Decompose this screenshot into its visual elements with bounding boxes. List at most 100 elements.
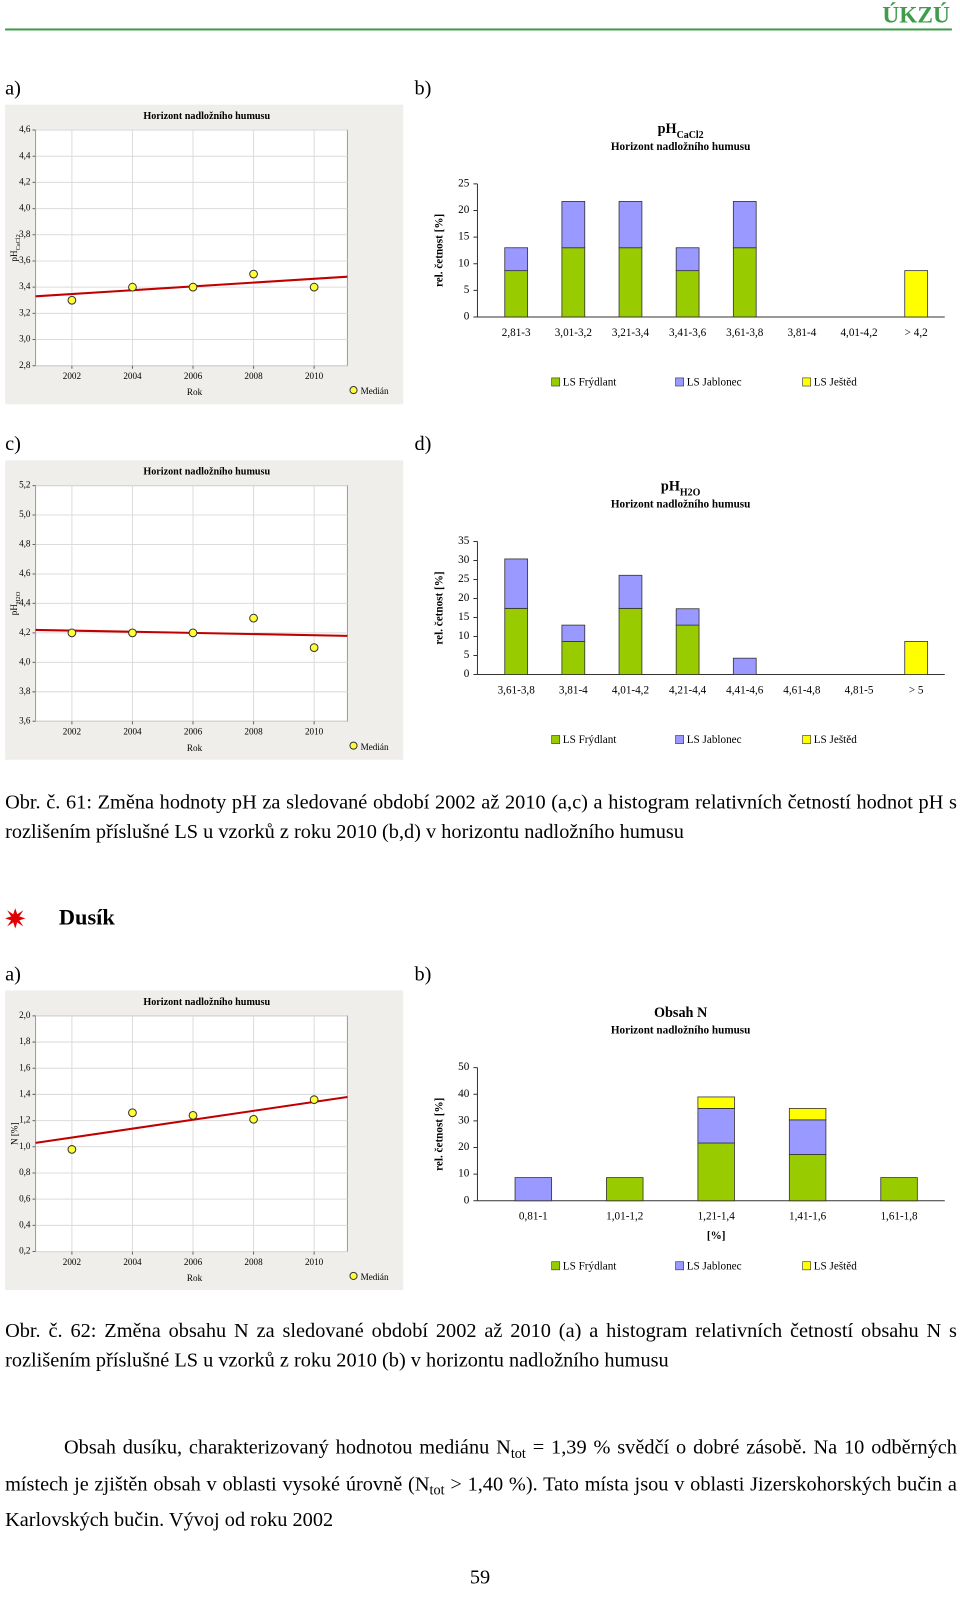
- bar-chart: 0 5 10 15 20 25 2,81-3 3,01-3,2 3,21-3,4 3,41-3,6…: [433, 121, 945, 389]
- y-tick-label: 10: [458, 630, 470, 642]
- bar-segment: [788, 1154, 827, 1202]
- bar-segment: [504, 247, 529, 272]
- legend-swatch: [675, 735, 684, 744]
- chart-title-part: H2O: [680, 487, 701, 498]
- legend-swatch: [551, 735, 561, 744]
- x-axis-label: Rok: [187, 387, 203, 397]
- body-paragraph: Obsah dusíku, charakterizovaný hodnotou …: [5, 1433, 957, 1534]
- point: [309, 643, 319, 652]
- bar-segment: [504, 607, 529, 675]
- y-tick-label: 10: [458, 1168, 470, 1180]
- legend-label: LS Jablonec: [687, 734, 742, 746]
- y-axis-label: rel. četnost [%]: [433, 214, 445, 287]
- y-tick-label: 50: [458, 1061, 470, 1073]
- x-tick-label: 1,01-1,2: [606, 1211, 643, 1223]
- paragraph-text: = 1,39 % svědčí o dobré zásobě. Na 10 od…: [5, 1436, 957, 1495]
- y-tick-label: 25: [458, 177, 470, 189]
- legend-label: LS Jablonec: [687, 1260, 742, 1272]
- point: [309, 282, 319, 292]
- bar-segment: [504, 558, 529, 609]
- y-tick-label: 4,4: [19, 598, 31, 608]
- legend-label: Medián: [361, 1272, 389, 1282]
- point: [128, 628, 137, 638]
- x-tick-label: 2010: [305, 1257, 324, 1267]
- y-tick-label: 4,0: [19, 656, 31, 666]
- x-tick-label: 1,61-1,8: [880, 1211, 918, 1223]
- y-tick-label: 4,4: [19, 150, 31, 160]
- x-tick-label: 3,01-3,2: [555, 327, 592, 339]
- legend-swatch: [802, 1261, 811, 1271]
- bar-segment: [618, 201, 643, 249]
- x-tick-label: 2006: [184, 727, 203, 737]
- x-tick-label: 4,01-4,2: [612, 684, 649, 696]
- y-tick-label: 3,8: [19, 229, 31, 239]
- legend-label: Medián: [361, 386, 389, 396]
- y-tick-label: 3,4: [19, 281, 31, 291]
- legend-label: LS Ještěd: [814, 1260, 857, 1272]
- legend-label: Medián: [361, 742, 389, 752]
- bar-segment: [880, 1177, 918, 1202]
- point: [249, 1114, 258, 1124]
- y-tick-label: 25: [458, 573, 470, 585]
- page-number: 59: [469, 1566, 491, 1589]
- bar-segment: [561, 247, 586, 318]
- bar-segment: [904, 270, 929, 318]
- x-tick-label: 3,81-4: [559, 684, 588, 696]
- x-tick-label: 2008: [244, 1257, 263, 1267]
- y-tick-label: 0: [464, 668, 470, 680]
- bar-segment: [697, 1142, 735, 1202]
- y-axis-label-part: CaCl2: [15, 234, 22, 250]
- legend-label: LS Ještěd: [814, 377, 857, 389]
- x-tick-label: 2004: [123, 371, 142, 381]
- y-tick-label: 0,4: [19, 1219, 31, 1229]
- legend-marker: [349, 386, 358, 395]
- panel-label: d): [414, 432, 432, 456]
- subscript: tot: [510, 1446, 526, 1462]
- point: [188, 282, 198, 292]
- x-axis-label: [%]: [707, 1230, 726, 1242]
- chart-subtitle: Horizont nadložního humusu: [611, 1025, 751, 1037]
- x-tick-label: 2004: [123, 727, 142, 737]
- legend-label: LS Frýdlant: [563, 377, 618, 389]
- legend-swatch: [675, 377, 684, 387]
- bar-chart: 0 5 10 15 20 25 30 35 3,61-3,8 3,81-4 4,01-4,2 4,21…: [433, 479, 945, 746]
- y-tick-label: 4,6: [19, 124, 31, 134]
- bar-segment: [606, 1177, 644, 1202]
- bar-segment: [618, 607, 643, 675]
- y-tick-label: 35: [458, 535, 470, 547]
- x-tick-label: 2006: [184, 371, 203, 381]
- y-tick-label: 10: [458, 257, 470, 269]
- plot-area: [35, 1015, 348, 1253]
- y-tick-label: 3,8: [19, 686, 31, 696]
- bar-segment: [732, 657, 757, 675]
- y-tick-label: 5: [464, 649, 470, 661]
- chart-title: Obsah N: [654, 1005, 708, 1021]
- x-tick-label: 0,81-1: [519, 1211, 548, 1223]
- point: [128, 1108, 137, 1118]
- bar-segment: [504, 270, 529, 318]
- y-tick-label: 3,6: [19, 715, 31, 725]
- figure-caption: Obr. č. 61: Změna hodnoty pH za sledovan…: [5, 791, 957, 843]
- y-tick-label: 20: [458, 592, 470, 604]
- y-tick-label: 1,6: [19, 1062, 31, 1072]
- bar-segment: [904, 641, 929, 675]
- point: [67, 295, 77, 305]
- chart-title: Horizont nadložního humusu: [143, 467, 270, 478]
- x-tick-label: 4,61-4,8: [783, 684, 821, 696]
- x-tick-label: 2002: [63, 371, 82, 381]
- y-tick-label: 3,6: [19, 255, 31, 265]
- point: [67, 628, 77, 638]
- legend-swatch: [802, 377, 811, 387]
- chart-title: Horizont nadložního humusu: [143, 997, 270, 1008]
- y-tick-label: 0,8: [19, 1167, 31, 1177]
- header-title: ÚKZÚ: [882, 2, 950, 28]
- chart-title: Horizont nadložního humusu: [143, 111, 270, 122]
- y-axis-label-part: pH: [9, 250, 19, 262]
- y-tick-label: 0: [464, 1194, 470, 1206]
- point: [128, 282, 137, 292]
- x-tick-label: 4,21-4,4: [669, 684, 707, 696]
- bar-chart: 0 10 20 30 40 50 0,81-1 1,01-1,2 1,21-1,4 1,41-1,…: [433, 1005, 945, 1272]
- y-tick-label: 0,2: [19, 1246, 31, 1256]
- point: [249, 269, 258, 279]
- chart-title-part: pH: [658, 121, 677, 137]
